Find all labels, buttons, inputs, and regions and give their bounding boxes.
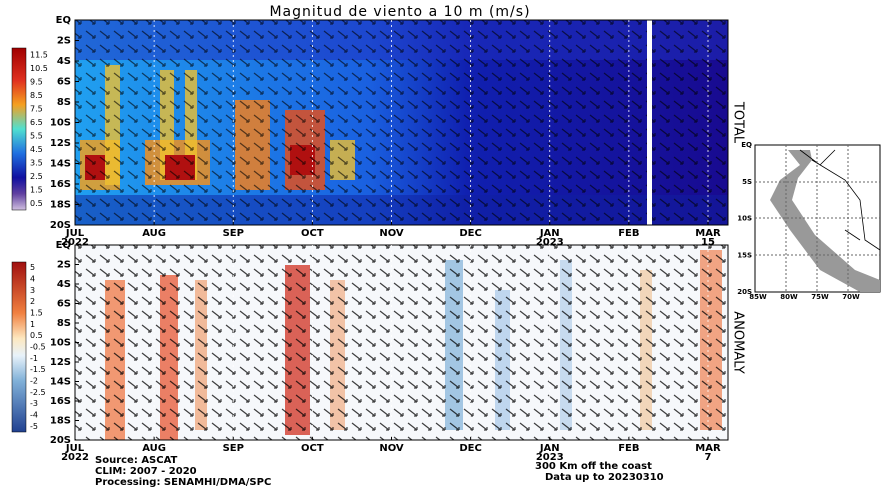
y-tick-label: 4S (57, 279, 71, 290)
colorbar (11, 47, 27, 211)
colorbar-label: 1.5 (30, 185, 43, 194)
x-tick-label: NOV (379, 443, 404, 454)
map-x-label: 85W (749, 293, 767, 301)
x-tick-sublabel: 2023 (536, 237, 564, 248)
y-tick-label: 18S (50, 416, 71, 427)
map-y-label: EQ (741, 141, 752, 149)
colorbar-label: 3.5 (30, 158, 43, 167)
map-y-label: 20S (737, 288, 752, 296)
footer-processing: Processing: SENAMHI/DMA/SPC (95, 477, 271, 487)
colorbar-label: 0.5 (30, 199, 43, 208)
y-tick-label: 20S (50, 435, 71, 446)
x-tick-label: FEB (618, 443, 639, 454)
x-tick-label: JUL (65, 228, 85, 239)
y-tick-label: 12S (50, 138, 71, 149)
colorbar-label: -2 (30, 377, 38, 386)
map-y-label: 10S (737, 215, 752, 223)
anomaly-field (75, 245, 728, 440)
y-tick-label: 6S (57, 77, 71, 88)
panel-label: ANOMALY (731, 311, 746, 373)
map-y-label: 15S (737, 251, 752, 259)
y-tick-label: 4S (57, 56, 71, 67)
x-tick-label: MAR (695, 443, 721, 454)
colorbar-label: 3 (30, 286, 35, 295)
x-tick-label: MAR (695, 228, 721, 239)
y-tick-label: 8S (57, 318, 71, 329)
total-field (75, 20, 728, 225)
y-tick-label: 2S (57, 36, 71, 47)
x-tick-label: FEB (618, 228, 639, 239)
colorbar-label: 9.5 (30, 77, 43, 86)
y-tick-label: 12S (50, 357, 71, 368)
y-tick-label: EQ (56, 240, 71, 251)
map-x-label: 80W (780, 293, 798, 301)
x-tick-label: DEC (459, 443, 481, 454)
x-tick-label: AUG (142, 443, 166, 454)
x-tick-label: NOV (379, 228, 404, 239)
colorbar-label: 2 (30, 297, 35, 306)
x-tick-label: SEP (223, 443, 244, 454)
colorbar-label: -4 (30, 411, 38, 420)
colorbar-label: -1 (30, 354, 38, 363)
map-x-label: 75W (811, 293, 829, 301)
colorbar-label: 7.5 (30, 104, 43, 113)
x-tick-label: SEP (223, 228, 244, 239)
x-tick-label: DEC (459, 228, 481, 239)
x-tick-label: AUG (142, 228, 166, 239)
map-x-label: 70W (842, 293, 860, 301)
colorbar-label: 6.5 (30, 118, 43, 127)
x-tick-sublabel: 15 (701, 237, 715, 248)
x-tick-label: OCT (301, 228, 324, 239)
y-tick-label: 6S (57, 299, 71, 310)
footer-source: Source: ASCAT (95, 455, 178, 466)
y-tick-label: 8S (57, 97, 71, 108)
x-tick-label: JAN (539, 228, 560, 239)
colorbar-label: 8.5 (30, 91, 43, 100)
x-tick-label: OCT (301, 443, 324, 454)
colorbar-label: -2.5 (30, 388, 46, 397)
x-tick-sublabel: 2023 (536, 452, 564, 463)
colorbar-label: -1.5 (30, 365, 46, 374)
footer-date: Data up to 20230310 (545, 472, 664, 483)
colorbar-label: 0.5 (30, 331, 43, 340)
panel-label: TOTAL (731, 101, 746, 144)
colorbar-label: 10.5 (30, 64, 48, 73)
y-tick-label: 14S (50, 159, 71, 170)
colorbar-label: -3 (30, 399, 38, 408)
footer-clim: CLIM: 2007 - 2020 (95, 466, 197, 477)
colorbar-label: 1 (30, 320, 35, 329)
y-tick-label: 20S (50, 220, 71, 231)
map-y-label: 5S (742, 178, 752, 186)
colorbar (11, 261, 27, 433)
y-tick-label: 14S (50, 377, 71, 388)
y-tick-label: 10S (50, 118, 71, 129)
colorbar-label: 4.5 (30, 145, 43, 154)
y-tick-label: EQ (56, 15, 71, 26)
colorbar-label: 11.5 (30, 50, 48, 59)
x-tick-sublabel: 7 (705, 452, 712, 463)
colorbar-label: 5 (30, 263, 35, 272)
chart-title: Magnitud de viento a 10 m (m/s) (269, 4, 530, 20)
y-tick-label: 16S (50, 396, 71, 407)
y-tick-label: 16S (50, 179, 71, 190)
x-tick-label: JUL (65, 443, 85, 454)
footer-note: 300 Km off the coast (535, 461, 652, 472)
x-tick-sublabel: 2022 (61, 237, 89, 248)
y-tick-label: 10S (50, 338, 71, 349)
colorbar-label: -5 (30, 422, 38, 431)
x-tick-sublabel: 2022 (61, 452, 89, 463)
colorbar-label: 4 (30, 275, 35, 284)
location-map (754, 144, 881, 293)
colorbar-label: 2.5 (30, 172, 43, 181)
colorbar-label: 1.5 (30, 309, 43, 318)
colorbar-label: -0.5 (30, 343, 46, 352)
x-tick-label: JAN (539, 443, 560, 454)
y-tick-label: 2S (57, 260, 71, 271)
y-tick-label: 18S (50, 200, 71, 211)
colorbar-label: 5.5 (30, 131, 43, 140)
